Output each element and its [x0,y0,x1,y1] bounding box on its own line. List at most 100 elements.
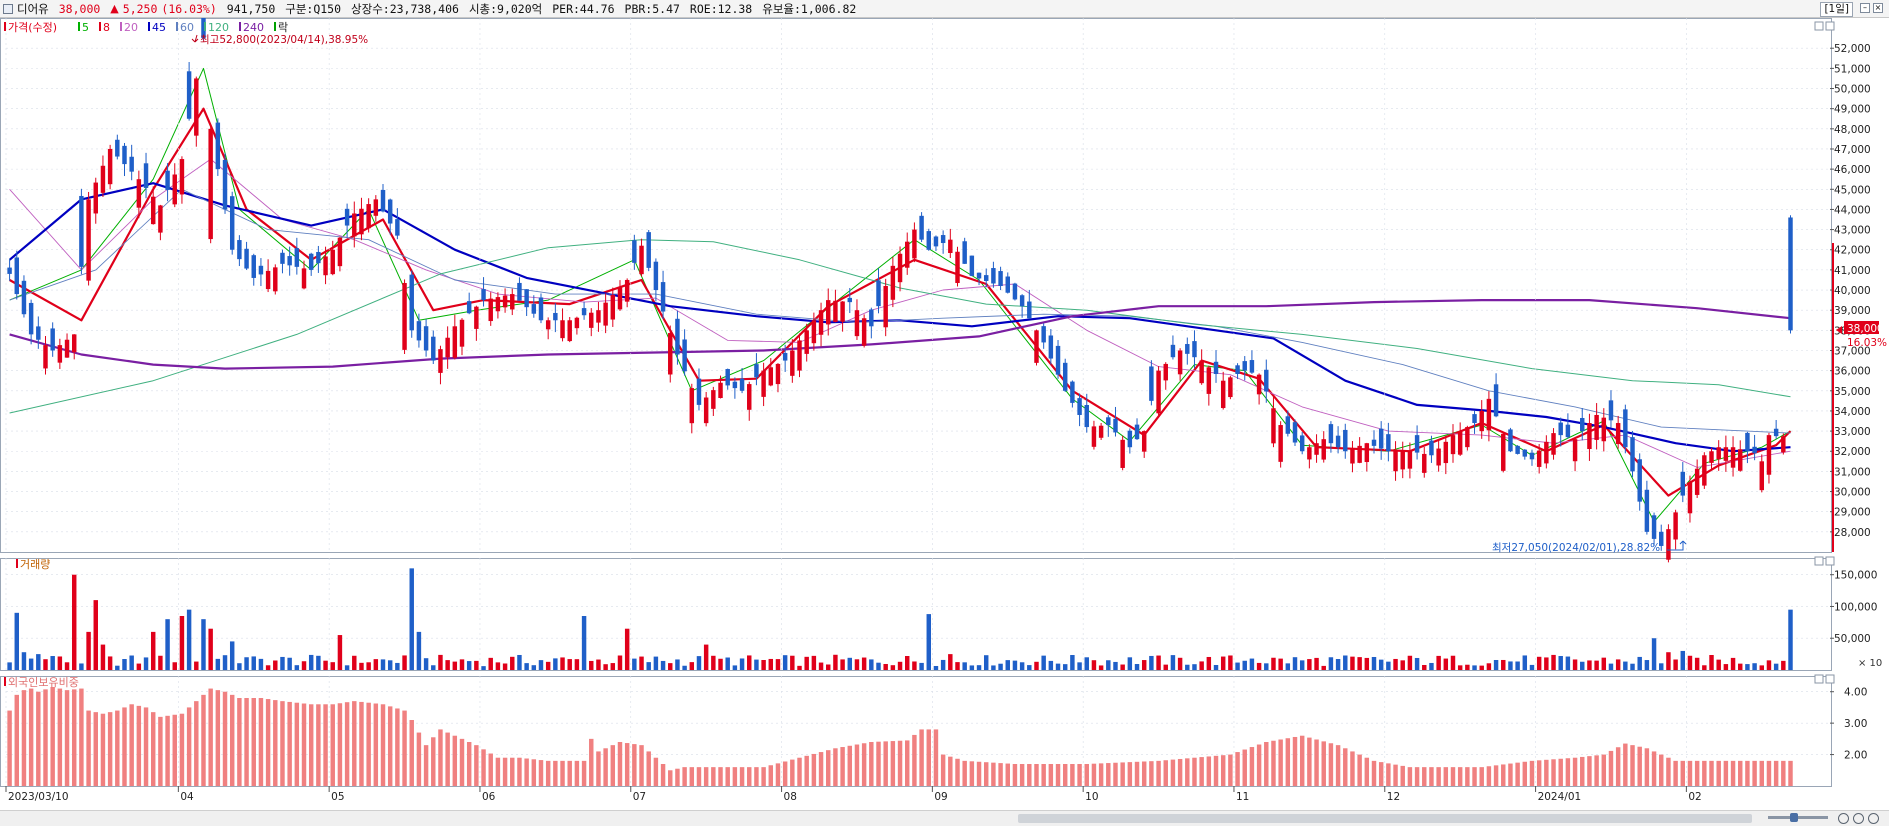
candle[interactable] [1443,441,1449,464]
candle[interactable] [1522,449,1528,457]
candle[interactable] [1256,374,1262,395]
candle[interactable] [323,256,328,276]
candle[interactable] [1378,428,1384,449]
candle[interactable] [1113,418,1118,433]
candle[interactable] [675,318,680,355]
candle[interactable] [481,289,486,301]
candle[interactable] [57,345,63,363]
candle[interactable] [1580,417,1585,432]
candlesticks[interactable] [7,18,1793,563]
candle[interactable] [768,367,774,386]
candle[interactable] [1393,451,1398,472]
candle[interactable] [136,179,142,208]
candle[interactable] [933,236,939,247]
candle[interactable] [926,231,931,250]
candle[interactable] [840,301,845,322]
candle[interactable] [1680,471,1686,496]
candle[interactable] [646,232,651,268]
foreign-panel-max-icon[interactable] [1825,674,1835,684]
candle[interactable] [21,280,27,315]
candle[interactable] [955,251,960,284]
candle[interactable] [1422,453,1427,473]
candle[interactable] [122,145,127,165]
candle[interactable] [1501,433,1506,471]
price-panel-menu-icon[interactable] [1814,21,1824,31]
candle[interactable] [7,267,12,274]
candle[interactable] [1027,301,1032,319]
candle[interactable] [682,339,687,372]
zoom-slider-knob[interactable] [1790,813,1798,822]
candle[interactable] [1702,455,1707,486]
candle[interactable] [1429,440,1434,456]
candle[interactable] [1084,404,1089,428]
foreign-bars[interactable] [7,687,1793,786]
candle[interactable] [1091,426,1097,447]
zoom-slider[interactable] [1768,816,1828,819]
candle[interactable] [1149,366,1154,401]
candle[interactable] [1185,344,1190,354]
candle[interactable] [1235,365,1240,374]
candle[interactable] [1615,423,1621,445]
candle[interactable] [1055,345,1061,375]
candle[interactable] [416,321,422,341]
candle[interactable] [912,229,917,259]
candle[interactable] [179,159,185,195]
candle[interactable] [129,156,134,172]
candle[interactable] [983,275,989,281]
candle[interactable] [273,267,278,292]
candle[interactable] [1623,409,1628,448]
candle[interactable] [409,274,414,331]
price-panel-max-icon[interactable] [1825,21,1835,31]
candle[interactable] [1249,360,1255,373]
candle[interactable] [1687,482,1693,514]
candle[interactable] [488,298,493,322]
candle[interactable] [402,282,407,350]
candle[interactable] [294,248,300,267]
candle[interactable] [1673,512,1678,540]
candle[interactable] [36,326,41,340]
candle[interactable] [1034,330,1039,363]
candle[interactable] [1120,439,1125,468]
candle[interactable] [1386,434,1391,452]
candle[interactable] [1199,360,1204,384]
candle[interactable] [567,320,572,342]
horizontal-scrollbar[interactable] [0,810,1889,826]
candle[interactable] [725,369,730,386]
candle[interactable] [538,297,544,321]
candle[interactable] [897,253,903,283]
candle[interactable] [510,294,515,310]
candle[interactable] [1709,451,1714,463]
candle[interactable] [1414,435,1420,453]
candle[interactable] [1220,380,1226,409]
candle[interactable] [962,241,967,264]
candle[interactable] [653,261,659,291]
candle[interactable] [93,182,98,214]
candle[interactable] [1766,435,1772,475]
candle[interactable] [438,349,443,373]
candle[interactable] [1335,435,1341,448]
candle[interactable] [1242,361,1247,371]
candle[interactable] [1479,410,1484,432]
candle[interactable] [423,326,429,351]
candle[interactable] [1450,435,1456,455]
candle[interactable] [826,300,831,325]
candle[interactable] [632,240,637,263]
candle[interactable] [639,245,644,275]
candle[interactable] [330,249,335,275]
candle[interactable] [1299,435,1305,452]
candle[interactable] [1608,400,1614,421]
candle[interactable] [1551,433,1556,455]
candle[interactable] [1307,447,1312,460]
stock-menu-icon[interactable] [3,3,13,14]
candle[interactable] [660,282,666,312]
candle[interactable] [869,309,874,327]
candle[interactable] [14,257,19,295]
candle[interactable] [1134,424,1140,440]
candle[interactable] [1472,414,1477,424]
candle[interactable] [1077,398,1082,415]
candle[interactable] [782,352,788,361]
candle[interactable] [1407,451,1413,469]
candle[interactable] [244,248,249,269]
candle[interactable] [186,71,192,119]
candle[interactable] [1213,361,1219,374]
